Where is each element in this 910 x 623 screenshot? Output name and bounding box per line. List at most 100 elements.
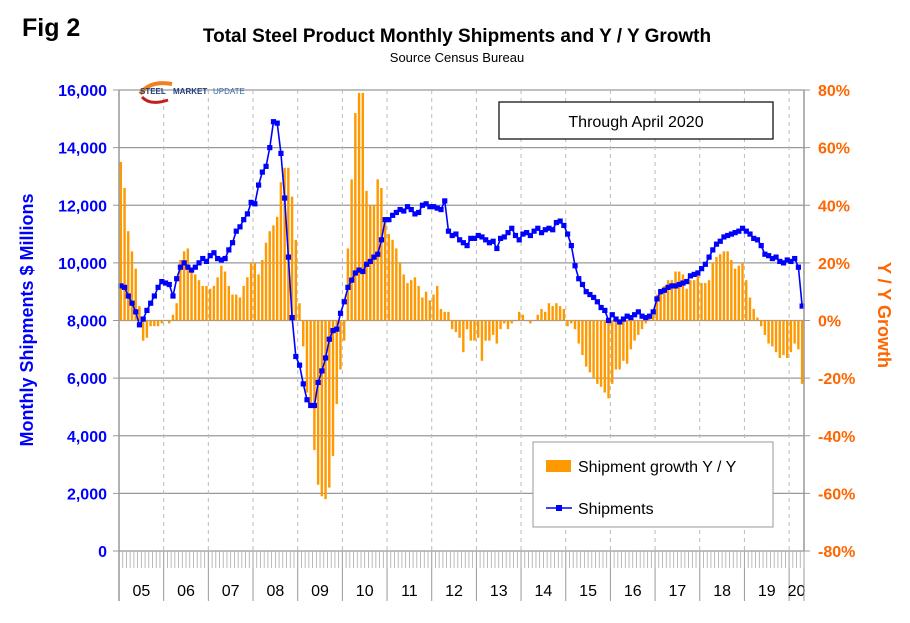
growth-bar	[134, 268, 137, 321]
shipments-point	[330, 327, 336, 334]
growth-bar	[637, 320, 640, 335]
shipments-point	[363, 261, 370, 267]
shipments-point	[754, 237, 761, 243]
growth-bar	[689, 280, 692, 321]
shipments-point	[378, 237, 385, 243]
growth-bar	[752, 308, 755, 321]
growth-bar	[555, 303, 558, 321]
y-tick-label-left: 14,000	[58, 141, 107, 158]
shipments-point	[382, 217, 388, 223]
growth-bar	[409, 280, 413, 321]
x-tick-label: 11	[401, 583, 418, 600]
shipments-point	[196, 260, 202, 266]
y-axis-left-title: Monthly Shipments $ Millions	[17, 193, 37, 446]
shipments-point	[125, 293, 131, 299]
growth-bar	[272, 225, 275, 321]
shipments-point	[501, 234, 507, 240]
growth-bar	[469, 320, 472, 341]
shipments-point	[274, 120, 280, 126]
growth-bar	[275, 216, 279, 321]
growth-bar	[253, 262, 257, 321]
shipments-point	[341, 299, 347, 305]
growth-bar	[127, 231, 130, 321]
growth-bar	[622, 320, 625, 361]
shipments-point	[375, 251, 381, 257]
growth-bar	[640, 320, 644, 330]
shipments-point	[148, 300, 154, 306]
shipments-point	[140, 316, 146, 322]
shipments-point	[174, 276, 180, 282]
growth-bar	[171, 314, 175, 321]
y-axis-right-title: Y / Y Growth	[874, 262, 894, 368]
shipments-point	[490, 238, 496, 244]
growth-bar	[261, 259, 264, 321]
shipments-point	[203, 258, 210, 265]
shipments-point	[628, 315, 634, 321]
growth-bar	[503, 320, 506, 324]
growth-bar	[331, 320, 335, 456]
growth-bar	[447, 311, 450, 321]
shipments-point	[200, 255, 206, 262]
growth-bar	[544, 311, 547, 321]
y-tick-label-right: 20%	[818, 256, 850, 273]
shipments-point	[185, 264, 191, 270]
shipments-point	[684, 279, 690, 285]
growth-bar	[175, 303, 178, 321]
shipments-point	[371, 254, 377, 260]
figure-label: Fig 2	[22, 14, 81, 42]
legend-marker-swatch	[556, 505, 562, 511]
shipments-line	[118, 119, 805, 409]
x-tick-label: 07	[222, 583, 240, 600]
shipments-point	[587, 291, 593, 298]
growth-bar	[651, 314, 655, 321]
shipments-point	[416, 209, 422, 216]
shipments-point	[315, 379, 321, 386]
growth-bar	[212, 285, 216, 321]
growth-bar	[268, 231, 271, 321]
growth-bar	[696, 274, 700, 321]
shipments-point	[769, 255, 775, 262]
growth-bar	[577, 320, 580, 344]
shipments-point	[408, 206, 414, 213]
growth-bar	[745, 280, 748, 321]
shipments-point	[721, 234, 727, 240]
growth-bar	[156, 320, 160, 327]
shipments-point	[151, 293, 157, 299]
shipments-point	[572, 263, 578, 269]
shipments-point	[267, 145, 273, 151]
shipments-point	[285, 254, 291, 260]
y-tick-label-right: 60%	[818, 141, 850, 158]
growth-bar	[756, 317, 759, 321]
shipments-point	[304, 397, 310, 403]
shipments-point	[591, 294, 597, 301]
x-tick-label: 15	[579, 583, 597, 600]
shipments-point	[725, 232, 731, 239]
shipments-point	[166, 281, 172, 288]
shipments-point	[579, 281, 586, 288]
growth-bar	[484, 320, 487, 341]
shipments-point	[613, 316, 619, 322]
growth-bar	[205, 285, 208, 321]
shipments-point	[397, 206, 403, 213]
shipments-point	[349, 277, 355, 283]
shipments-point	[758, 242, 764, 249]
growth-bar	[614, 320, 618, 370]
growth-bar	[197, 280, 201, 321]
growth-bar	[722, 251, 726, 321]
growth-bar	[365, 190, 368, 321]
growth-bar	[588, 320, 592, 373]
shipments-point	[524, 230, 530, 236]
shipments-point	[494, 245, 500, 252]
growth-bar	[573, 320, 577, 330]
shipments-point	[550, 227, 556, 233]
shipments-point	[300, 381, 306, 387]
x-tick-label: 09	[311, 583, 329, 600]
steel-market-update-logo: STEEL MARKET UPDATE	[138, 81, 245, 104]
growth-bar	[536, 314, 539, 321]
shipments-point	[512, 232, 519, 239]
growth-bar	[692, 280, 696, 321]
shipments-point	[680, 280, 686, 286]
shipments-point	[792, 255, 798, 262]
growth-bar	[584, 320, 588, 367]
growth-bar	[730, 259, 733, 321]
